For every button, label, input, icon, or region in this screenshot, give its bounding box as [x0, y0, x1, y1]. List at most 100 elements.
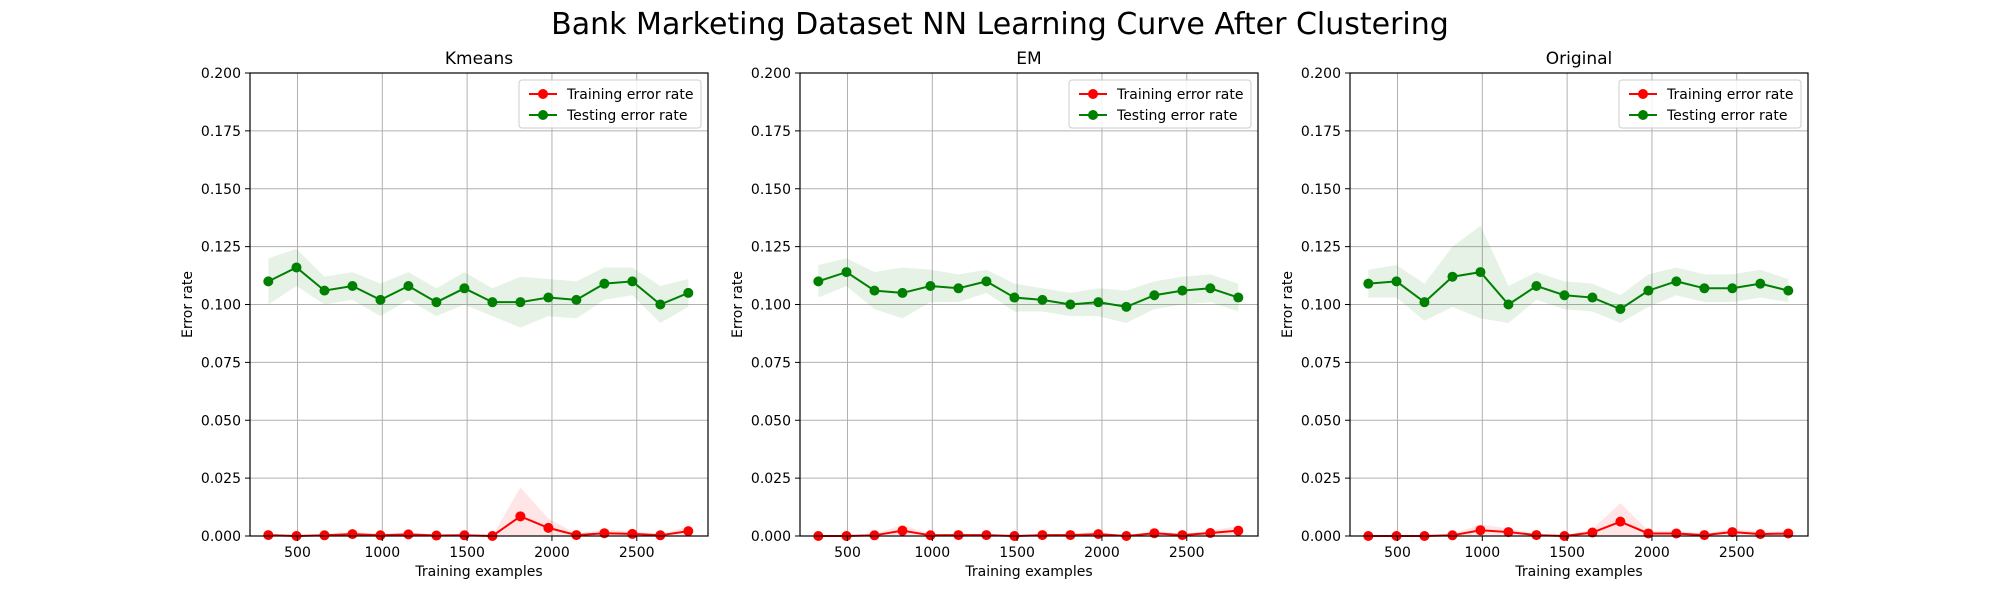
y-tick-label: 0.150: [1301, 182, 1341, 198]
y-tick-label: 0.050: [751, 413, 791, 429]
data-point-training: [263, 530, 274, 541]
legend-box: [1068, 79, 1252, 129]
series-line-testing: [1368, 271, 1789, 311]
series-line-testing: [818, 270, 1239, 308]
data-point-training: [1531, 530, 1542, 541]
data-point-testing: [319, 285, 330, 296]
data-point-testing: [1755, 278, 1766, 289]
data-point-training: [599, 528, 610, 539]
data-point-training: [953, 530, 964, 541]
y-tick-label: 0.025: [751, 471, 791, 487]
data-point-testing: [1475, 267, 1486, 278]
data-point-training: [683, 526, 694, 537]
legend-label-testing: Testing error rate: [1666, 108, 1787, 124]
subplot-title: Original: [1546, 49, 1613, 69]
data-point-training: [319, 530, 330, 541]
y-tick-label: 0.050: [1301, 413, 1341, 429]
legend-label-testing: Testing error rate: [566, 108, 687, 124]
data-point-testing: [571, 294, 582, 305]
x-tick-label: 1500: [999, 545, 1035, 561]
y-tick-label: 0.200: [1301, 66, 1341, 82]
y-tick-label: 0.000: [201, 529, 241, 545]
data-point-testing: [1177, 285, 1188, 296]
data-point-training: [375, 530, 386, 541]
series-line-testing: [267, 266, 689, 306]
legend-marker-testing: [1088, 110, 1098, 120]
data-point-training: [1699, 530, 1710, 541]
data-point-testing: [1783, 285, 1794, 296]
data-point-training: [1615, 516, 1626, 527]
x-axis-label: Training examples: [414, 564, 542, 580]
data-point-testing: [1093, 297, 1104, 308]
data-point-training: [925, 530, 936, 541]
data-point-testing: [543, 292, 554, 303]
data-point-training: [571, 530, 582, 541]
y-tick-label: 0.000: [1301, 529, 1341, 545]
data-point-testing: [897, 287, 908, 298]
y-tick-label: 0.025: [201, 471, 241, 487]
data-point-testing: [1699, 283, 1710, 294]
y-tick-label: 0.050: [201, 413, 241, 429]
data-point-testing: [925, 280, 936, 291]
y-tick-label: 0.175: [201, 124, 241, 140]
data-point-testing: [1447, 271, 1458, 282]
legend-box: [518, 79, 702, 129]
data-point-testing: [1671, 276, 1682, 287]
band-testing: [1368, 225, 1789, 324]
y-tick-label: 0.125: [751, 240, 791, 256]
data-point-training: [515, 511, 526, 522]
legend-label-training: Training error rate: [566, 87, 693, 103]
data-point-testing: [1149, 290, 1160, 301]
data-point-training: [981, 530, 992, 541]
data-point-testing: [1205, 283, 1216, 294]
data-point-testing: [953, 283, 964, 294]
y-tick-label: 0.100: [751, 298, 791, 314]
data-point-training: [1447, 530, 1458, 541]
legend-marker-training: [1088, 89, 1098, 99]
y-tick-label: 0.100: [201, 298, 241, 314]
data-point-testing: [1065, 299, 1076, 310]
x-tick-label: 2000: [534, 545, 570, 561]
x-axis-label: Training examples: [1514, 564, 1642, 580]
data-point-testing: [1643, 285, 1654, 296]
data-point-training: [1755, 529, 1766, 540]
data-point-testing: [431, 297, 442, 308]
legend-marker-testing: [538, 110, 548, 120]
x-tick-label: 1000: [364, 545, 400, 561]
y-tick-label: 0.150: [201, 182, 241, 198]
y-axis-label: Error rate: [1280, 271, 1296, 338]
legend: Training error rate Testing error rate: [1068, 79, 1252, 129]
data-point-training: [869, 530, 880, 541]
data-point-testing: [869, 285, 880, 296]
data-point-testing: [655, 299, 666, 310]
legend: Training error rate Testing error rate: [518, 79, 702, 129]
x-tick-label: 500: [834, 545, 861, 561]
data-point-training: [1149, 528, 1160, 539]
data-point-training: [403, 529, 414, 540]
data-point-training: [897, 525, 908, 536]
data-point-testing: [1727, 283, 1738, 294]
x-tick-label: 1500: [449, 545, 485, 561]
data-point-testing: [1363, 278, 1374, 289]
y-tick-label: 0.075: [751, 355, 791, 371]
data-point-testing: [627, 276, 638, 287]
data-point-training: [543, 522, 554, 533]
data-point-training: [655, 530, 666, 541]
data-point-training: [1233, 525, 1244, 536]
x-tick-label: 2500: [1169, 545, 1205, 561]
data-point-training: [459, 530, 470, 541]
data-point-training: [1727, 527, 1738, 538]
data-point-testing: [981, 276, 992, 287]
y-tick-label: 0.175: [751, 124, 791, 140]
data-point-testing: [841, 267, 852, 278]
subplot-em: 0.000 0.025 0.050 0.075 0.100 0.125 0.150 0.175…: [730, 49, 1259, 580]
band-testing: [268, 248, 689, 328]
figure-title: Bank Marketing Dataset NN Learning Curve…: [551, 7, 1449, 42]
y-tick-label: 0.075: [201, 355, 241, 371]
x-axis-label: Training examples: [964, 564, 1092, 580]
data-point-testing: [291, 262, 302, 273]
data-point-training: [1587, 527, 1598, 538]
y-tick-label: 0.000: [751, 529, 791, 545]
data-point-testing: [263, 276, 274, 287]
